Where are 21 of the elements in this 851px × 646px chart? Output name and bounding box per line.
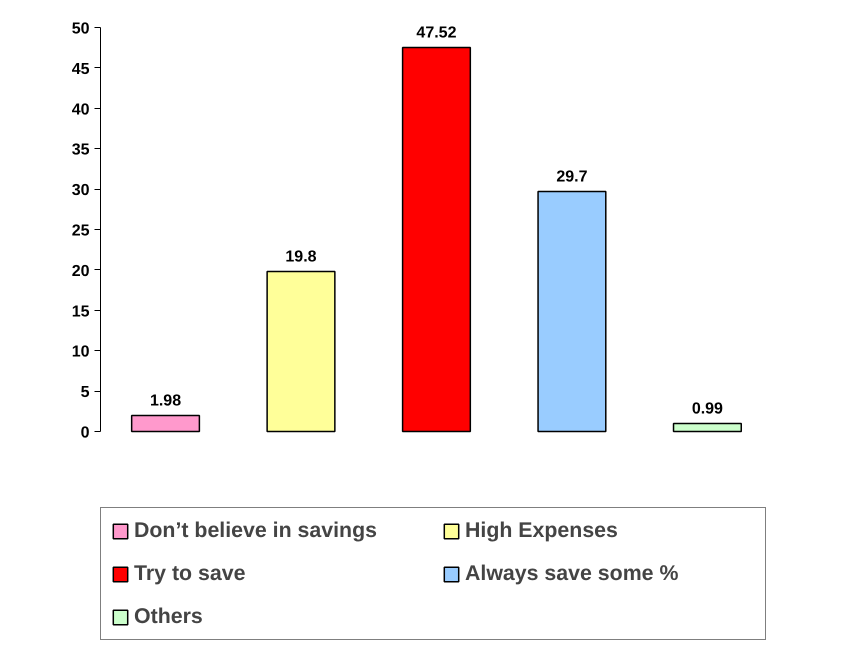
y-tick-label: 10 bbox=[72, 344, 90, 361]
data-label: 0.99 bbox=[692, 400, 724, 418]
y-tick-label: 0 bbox=[80, 424, 90, 442]
y-tick-label: 35 bbox=[72, 142, 90, 159]
y-tick-label: 15 bbox=[72, 303, 90, 320]
legend-label: High Expenses bbox=[465, 518, 619, 543]
y-tick-label: 50 bbox=[72, 20, 90, 38]
data-label: 19.8 bbox=[285, 248, 317, 266]
legend-label: Others bbox=[134, 604, 204, 629]
legend-label: Don’t believe in savings bbox=[134, 518, 378, 543]
y-tick-label: 5 bbox=[80, 384, 90, 402]
y-tick-label: 25 bbox=[72, 222, 90, 240]
y-tick-label: 20 bbox=[72, 262, 90, 280]
data-label: 29.7 bbox=[556, 168, 588, 186]
y-tick-label: 45 bbox=[72, 60, 90, 78]
data-label: 1.98 bbox=[150, 392, 182, 410]
legend-label: Always save some % bbox=[465, 561, 680, 586]
legend-label: Try to save bbox=[134, 561, 246, 586]
y-tick-label: 40 bbox=[72, 101, 90, 118]
data-label: 47.52 bbox=[416, 24, 457, 42]
y-tick-label: 30 bbox=[72, 182, 90, 200]
